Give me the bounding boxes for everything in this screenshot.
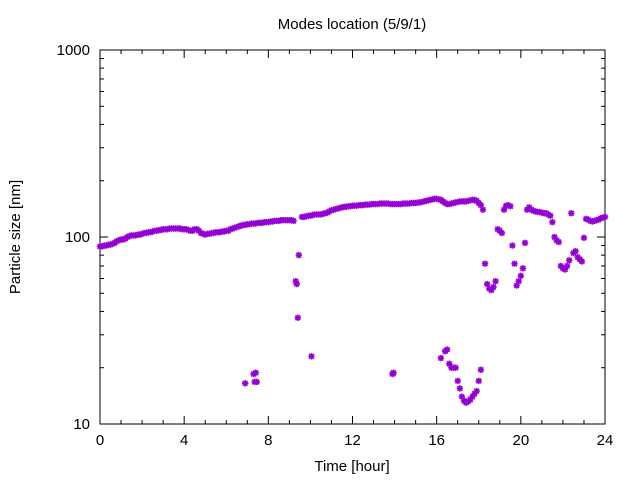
x-tick-label: 4 xyxy=(180,432,188,449)
x-tick-label: 24 xyxy=(597,432,614,449)
data-point xyxy=(498,229,506,237)
data-point xyxy=(563,262,571,270)
data-point xyxy=(293,280,300,288)
data-points xyxy=(96,195,609,406)
data-point xyxy=(475,377,482,385)
data-point xyxy=(500,206,508,213)
data-point xyxy=(601,213,609,221)
x-tick-label: 12 xyxy=(344,432,361,449)
data-point xyxy=(572,247,579,255)
data-point xyxy=(578,258,586,265)
data-point xyxy=(555,238,562,246)
data-point xyxy=(547,212,554,219)
data-point xyxy=(443,346,451,353)
data-point xyxy=(580,234,588,242)
data-point xyxy=(568,210,575,217)
plot-frame xyxy=(99,49,606,425)
data-point xyxy=(294,314,301,321)
data-point xyxy=(481,260,489,267)
data-point xyxy=(511,260,518,267)
x-tick-label: 20 xyxy=(512,432,529,449)
data-point xyxy=(519,265,527,272)
data-point xyxy=(241,380,249,387)
data-point xyxy=(252,369,259,376)
data-point xyxy=(507,203,514,210)
chart-title: Modes location (5/9/1) xyxy=(278,16,426,33)
y-tick-label: 100 xyxy=(65,229,90,246)
data-point xyxy=(549,218,556,226)
data-point xyxy=(509,242,516,249)
x-tick-label: 8 xyxy=(264,432,272,449)
data-point xyxy=(479,206,487,213)
data-point xyxy=(454,377,461,385)
data-point xyxy=(456,385,464,392)
y-tick-label: 10 xyxy=(73,416,90,433)
data-point xyxy=(473,387,480,395)
x-tick-label: 0 xyxy=(96,432,104,449)
axis-ticks: 0 4 8 12 16 20 24 10 100 1000 xyxy=(57,42,614,449)
data-point xyxy=(253,378,260,386)
data-point xyxy=(490,283,497,291)
data-point xyxy=(437,354,445,362)
data-point xyxy=(390,369,397,376)
data-point xyxy=(295,251,303,259)
data-point xyxy=(517,272,525,280)
data-point xyxy=(515,278,522,285)
data-point xyxy=(452,364,459,371)
data-point xyxy=(477,366,485,373)
data-point xyxy=(566,257,573,264)
x-axis-label: Time [hour] xyxy=(314,458,389,475)
data-point xyxy=(290,217,297,225)
y-axis-label: Particle size [nm] xyxy=(7,180,24,294)
data-point xyxy=(308,353,315,360)
data-point xyxy=(521,239,529,247)
y-tick-label: 1000 xyxy=(57,42,90,59)
x-tick-label: 16 xyxy=(428,432,445,449)
data-point xyxy=(492,278,499,285)
